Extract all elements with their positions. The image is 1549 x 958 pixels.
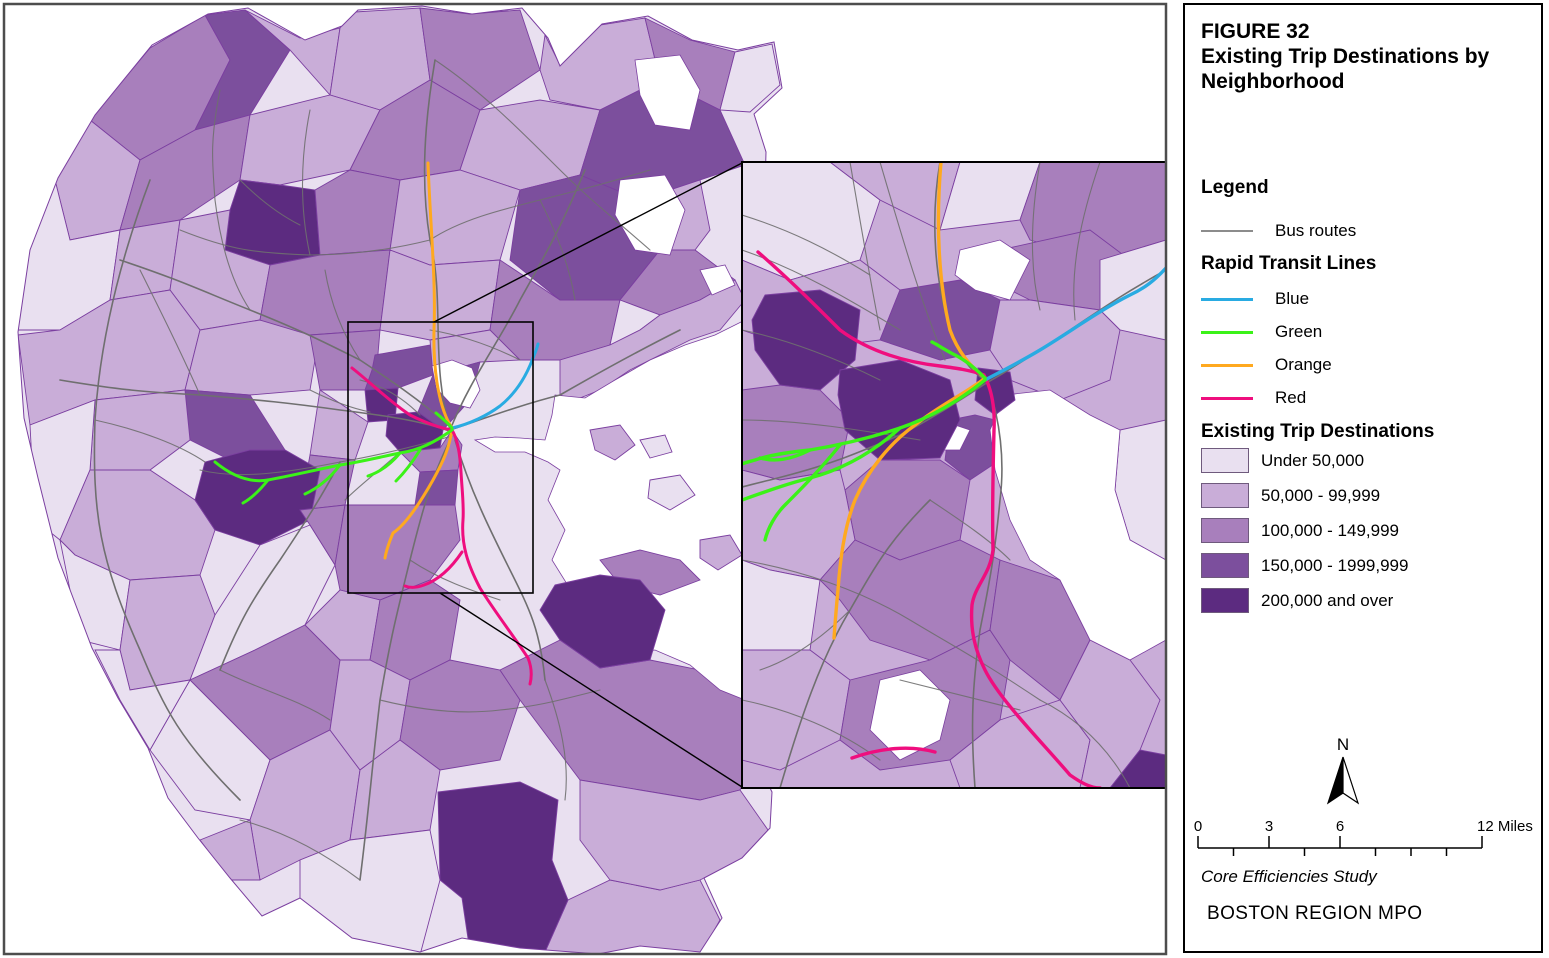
bus-route-line-swatch [1201,230,1253,232]
red-branch-path [403,550,464,589]
scale-6: 6 [1336,818,1344,835]
inset-green-lines [742,340,987,542]
legend-row-class3: 100,000 - 149,999 [1201,518,1399,543]
green-line-paths [213,411,454,505]
bus-routes-label: Bus routes [1275,221,1357,240]
red-line-label: Red [1275,388,1307,407]
blue-line-label: Blue [1275,289,1310,308]
legend-heading: Legend [1201,177,1269,198]
red-line-path [350,366,533,686]
bus-routes-layer [59,59,681,881]
green-line-swatch [1201,330,1253,334]
north-arrow-icon [1326,756,1360,805]
blue-line-swatch [1201,297,1253,301]
class5-swatch [1201,588,1249,613]
legend-row-class5: 200,000 and over [1201,588,1393,613]
transit-heading: Rapid Transit Lines [1201,253,1377,274]
legend-row-class2: 50,000 - 99,999 [1201,483,1380,508]
legend-row-class1: Under 50,000 [1201,448,1364,473]
scale-0: 0 [1194,818,1202,835]
choropleth-heading: Existing Trip Destinations [1201,421,1435,442]
scale-12-miles: 12 Miles [1477,818,1533,835]
map-frame [2,2,1168,956]
inset-transit-lines [742,162,1166,788]
leader-line-bottom [439,592,743,788]
class4-swatch [1201,553,1249,578]
figure-title: FIGURE 32 Existing Trip Destinations by … [1201,19,1489,94]
inset-blue-line [983,266,1166,382]
class2-label: 50,000 - 99,999 [1261,485,1381,505]
north-label: N [1336,735,1350,754]
main-map [18,6,782,954]
inset-red-line [756,250,1102,788]
class3-label: 100,000 - 149,999 [1261,520,1400,540]
inset-map [742,162,1166,788]
green-line-label: Green [1275,322,1323,341]
legend-row-bus: Bus routes [1201,221,1356,241]
inset-cells [742,162,1166,788]
class4-label: 150,000 - 1999,999 [1261,555,1409,575]
neighborhood-cells [18,7,781,954]
leader-line-top [433,162,743,323]
figure-number: FIGURE 32 [1201,20,1310,43]
class5-label: 200,000 and over [1261,590,1394,610]
legend-row-class4: 150,000 - 1999,999 [1201,553,1408,578]
transit-lines-layer [213,161,540,686]
scale-bar: 0 3 6 12 Miles [1194,818,1533,856]
harbor-islands [437,424,743,953]
blue-line-path [450,342,540,430]
coastal-inlets [431,54,736,409]
info-panel: FIGURE 32 Existing Trip Destinations by … [1183,3,1543,953]
figure-title-line2: Neighborhood [1201,70,1345,93]
orange-line-swatch [1201,363,1253,367]
scale-3: 3 [1265,818,1273,835]
agency-name: BOSTON REGION MPO [1207,903,1423,924]
red-line-swatch [1201,396,1253,400]
class1-label: Under 50,000 [1261,450,1365,470]
legend-row-red: Red [1201,388,1306,408]
class1-swatch [1201,448,1249,473]
north-arrow: N [1320,735,1366,815]
class3-swatch [1201,518,1249,543]
class2-swatch [1201,483,1249,508]
figure-title-line1: Existing Trip Destinations by [1201,45,1490,68]
legend-row-blue: Blue [1201,289,1309,309]
orange-line-label: Orange [1275,355,1332,374]
study-name: Core Efficiencies Study [1201,867,1377,886]
legend-row-green: Green [1201,322,1322,342]
inset-water [869,239,1166,761]
inset-red-branch [850,746,937,760]
legend-row-orange: Orange [1201,355,1332,375]
